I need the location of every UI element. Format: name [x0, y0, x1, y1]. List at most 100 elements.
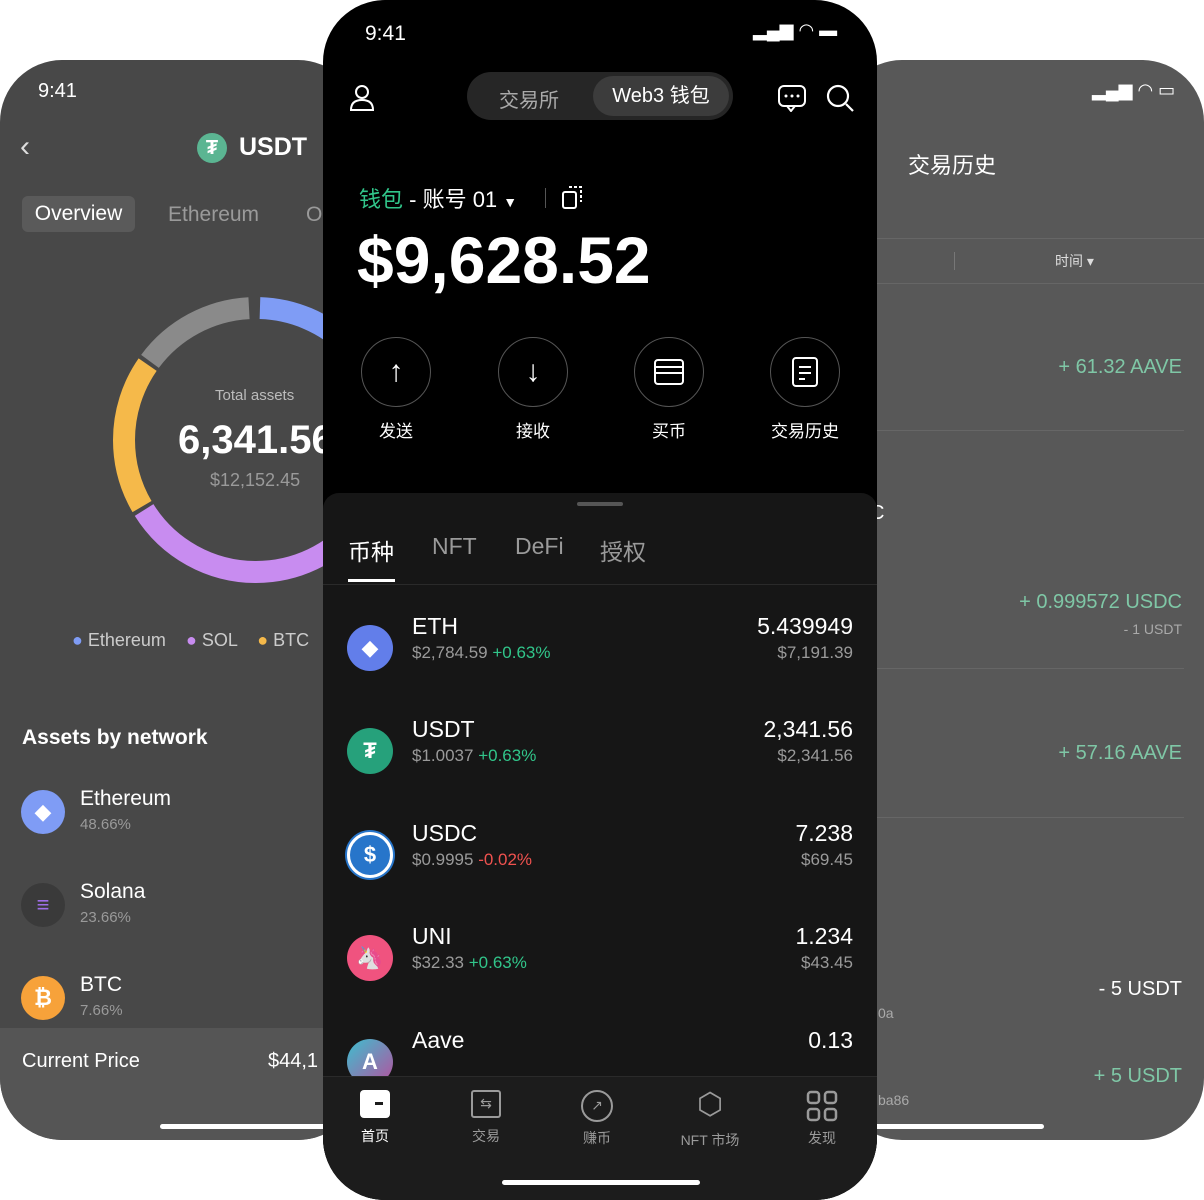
network-pct: 23.66% [80, 909, 131, 926]
tab-ethereum[interactable]: Ethereum [168, 203, 260, 226]
action-label: 买币 [652, 422, 686, 441]
solana-icon: ≡ [21, 883, 65, 927]
donut-segment-sol [113, 297, 360, 583]
action-label: 交易历史 [771, 422, 839, 441]
network-name: BTC [80, 973, 122, 996]
arrow-down-icon: ↓ [498, 337, 568, 407]
total-assets-usd: $12,152.45 [210, 470, 301, 490]
page-title: USDT [239, 133, 308, 161]
token-symbol: USDC [412, 820, 478, 846]
total-assets-label: Total assets [215, 387, 295, 404]
token-amount: 5.439949 [757, 613, 853, 639]
nav-nft-market[interactable]: ⬡ NFT 市场 [680, 1088, 740, 1149]
token-price: $32.33 [412, 953, 464, 972]
token-symbol: USDT [412, 716, 475, 742]
tx-amount: + 5 USDT [1093, 1065, 1182, 1087]
swap-icon: ⇆ [471, 1090, 501, 1118]
legend: ● Ethereum ● SOL ● BTC [72, 630, 310, 650]
tab-approvals[interactable]: 授权 [600, 539, 646, 565]
network-name: Solana [80, 880, 146, 903]
home-indicator [840, 1124, 1044, 1129]
nav-trade[interactable]: ⇆ 交易 [441, 1090, 531, 1146]
tab-defi[interactable]: DeFi [515, 533, 564, 559]
token-value: $2,341.56 [777, 746, 853, 765]
ethereum-icon: ◆ [21, 790, 65, 834]
token-change: +0.63% [492, 643, 551, 662]
donut-segment-btc [113, 297, 360, 583]
tx-fragment: ba86 [878, 1092, 910, 1108]
tab-nft[interactable]: NFT [432, 533, 477, 559]
account-selector[interactable]: 钱包 - 账号 01 ▼ [359, 187, 518, 212]
token-row-usdc[interactable]: $ USDC $0.9995 -0.02% 7.238 $69.45 [323, 820, 877, 932]
token-change: -0.02% [478, 850, 533, 869]
sheet-handle[interactable] [577, 502, 623, 506]
usdt-icon: ₮ [347, 728, 393, 774]
token-amount: 1.234 [795, 923, 853, 949]
tab-tokens[interactable]: 币种 [348, 539, 394, 565]
action-label: 发送 [379, 422, 413, 441]
usdc-icon: $ [347, 832, 393, 878]
token-price: $1.0037 [412, 746, 474, 765]
tx-sub-amount: - 1 USDT [1123, 621, 1182, 637]
profile-icon[interactable] [347, 82, 377, 112]
mode-segmented-control: 交易所 Web3 钱包 [467, 72, 733, 120]
token-symbol: Aave [412, 1027, 465, 1053]
segment-web3-wallet[interactable]: Web3 钱包 [593, 76, 729, 116]
token-symbol: ETH [412, 613, 458, 639]
tx-amount: + 57.16 AAVE [1058, 742, 1182, 764]
usdt-detail-screen: 9:41 ‹ ₮ USDT Overview Ethereum O Total … [0, 60, 360, 1140]
network-pct: 48.66% [80, 816, 131, 833]
current-price-bar: Current Price $44,1 [0, 1028, 360, 1140]
document-icon [770, 337, 840, 407]
assets-donut [113, 297, 360, 583]
token-price: $2,784.59 [412, 643, 488, 662]
page-title: 交易历史 [908, 153, 997, 178]
active-tab-indicator [348, 579, 395, 582]
back-chevron-icon[interactable]: ‹ [20, 130, 30, 163]
current-price-label: Current Price [22, 1050, 140, 1072]
total-balance: $9,628.52 [357, 223, 651, 297]
bitcoin-icon: ₿ [21, 976, 65, 1020]
copy-icon[interactable] [561, 184, 585, 210]
token-amount: 7.238 [795, 820, 853, 846]
section-title: Assets by network [22, 726, 208, 749]
time-filter-dropdown[interactable]: 时间 ▾ [1055, 253, 1094, 269]
hexagon-icon: ⬡ [696, 1088, 724, 1121]
transaction-history-screen: ▂▄▆ ◠ ▭ 交易历史 时间 ▾ + 61.32 AAVE C + 0.999… [840, 60, 1204, 1140]
network-pct: 7.66% [80, 1002, 123, 1019]
home-indicator [502, 1180, 700, 1185]
token-amount: 0.13 [808, 1027, 853, 1053]
token-value: $7,191.39 [777, 643, 853, 662]
token-symbol: UNI [412, 923, 452, 949]
home-wallet-icon [360, 1090, 390, 1118]
search-icon[interactable] [825, 83, 855, 113]
token-value: $43.45 [801, 953, 853, 972]
status-time: 9:41 [365, 22, 406, 45]
message-icon[interactable] [777, 84, 807, 112]
tab-overview[interactable]: Overview [22, 196, 135, 232]
nav-home[interactable]: 首页 [330, 1090, 420, 1146]
uniswap-icon: 🦄 [347, 935, 393, 981]
tab-other[interactable]: O [306, 203, 323, 226]
tx-fragment: 0a [878, 1005, 894, 1021]
current-price-value: $44,1 [268, 1050, 319, 1072]
token-row-eth[interactable]: ◆ ETH $2,784.59 +0.63% 5.439949 $7,191.3… [323, 613, 877, 725]
token-change: +0.63% [478, 746, 537, 765]
nav-earn[interactable]: ↗ 赚币 [552, 1090, 642, 1148]
token-change: +0.63% [468, 953, 527, 972]
arrow-up-icon: ↑ [361, 337, 431, 407]
action-label: 接收 [516, 422, 550, 441]
status-icons: ▂▄▆ ◠ ▬ [753, 20, 838, 40]
token-price: $0.9995 [412, 850, 474, 869]
token-row-uni[interactable]: 🦄 UNI $32.33 +0.63% 1.234 $43.45 [323, 923, 877, 1035]
home-indicator [160, 1124, 360, 1129]
nav-discover[interactable]: 发现 [777, 1090, 867, 1148]
wallet-home-screen: 9:41 ▂▄▆ ◠ ▬ 交易所 Web3 钱包 钱包 - 账号 01 ▼ $9… [323, 0, 877, 1200]
status-time: 9:41 [38, 80, 77, 102]
network-name: Ethereum [80, 787, 172, 810]
segment-exchange[interactable]: 交易所 [499, 90, 559, 112]
trend-icon: ↗ [581, 1090, 613, 1122]
tx-amount: + 61.32 AAVE [1058, 356, 1182, 378]
token-row-usdt[interactable]: ₮ USDT $1.0037 +0.63% 2,341.56 $2,341.56 [323, 716, 877, 828]
grid-icon [806, 1090, 838, 1122]
